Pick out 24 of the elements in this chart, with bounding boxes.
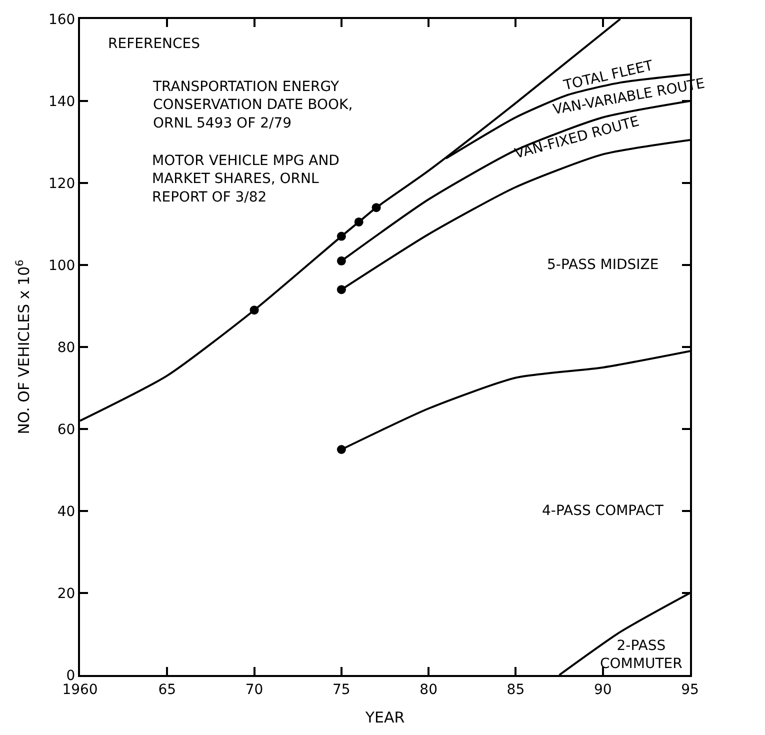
x-tick-label: 90 — [594, 682, 612, 698]
x-tick-label: 1960 — [62, 682, 98, 698]
annotation: REFERENCES — [108, 36, 200, 52]
y-tick-label: 120 — [48, 176, 76, 192]
annotation: TRANSPORTATION ENERGY CONSERVATION DATE BOOK, ORNL 5493 OF 2/79 — [152, 79, 353, 132]
y-tick-label: 80 — [57, 340, 76, 356]
y-tick-label: 0 — [66, 668, 76, 684]
annotation: 5-PASS MIDSIZE — [547, 257, 659, 273]
annotation: 2-PASS COMMUTER — [600, 638, 683, 672]
y-tick-label: 60 — [57, 422, 76, 438]
y-tick-label: 160 — [48, 12, 76, 28]
x-tick-label: 65 — [158, 682, 176, 698]
y-tick-label: 100 — [48, 258, 76, 274]
y-tick-label: 140 — [48, 94, 76, 110]
y-tick-label: 40 — [57, 504, 76, 520]
annotation: MOTOR VEHICLE MPG AND MARKET SHARES, ORNL REPORT OF 3/82 — [152, 153, 340, 206]
x-tick-label: 70 — [245, 682, 264, 698]
x-tick-label: 80 — [420, 682, 438, 698]
x-tick-label: 85 — [506, 682, 525, 698]
x-tick-label: 75 — [332, 682, 350, 698]
x-tick-label: 95 — [681, 682, 699, 698]
y-tick-label: 20 — [57, 586, 76, 602]
annotation: 4-PASS COMPACT — [542, 503, 664, 519]
x-axis-title: YEAR — [364, 708, 405, 726]
